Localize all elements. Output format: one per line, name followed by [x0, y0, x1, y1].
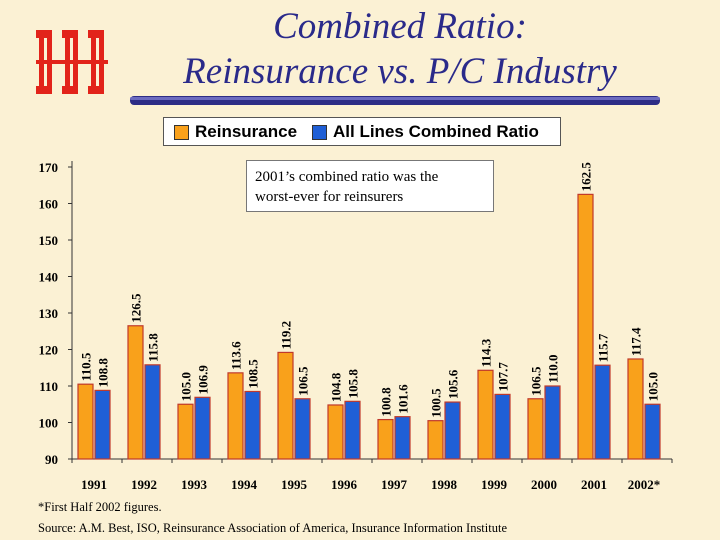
data-label-reinsurance: 100.5 — [429, 388, 444, 418]
data-label-all-lines: 108.5 — [246, 359, 261, 389]
data-label-reinsurance: 105.0 — [179, 372, 194, 401]
bar-reinsurance — [127, 325, 144, 460]
legend-swatch-reinsurance — [174, 124, 189, 140]
data-label-all-lines: 106.5 — [296, 366, 311, 396]
bar-reinsurance — [377, 418, 394, 460]
legend-item-reinsurance: Reinsurance — [174, 122, 297, 142]
annotation-line-2: worst-ever for reinsurers — [255, 189, 404, 205]
bar-all-lines — [144, 364, 161, 460]
data-label-all-lines: 105.6 — [446, 369, 461, 399]
data-label-reinsurance: 117.4 — [629, 327, 644, 356]
bar-all-lines — [444, 401, 461, 460]
y-tick-label: 150 — [39, 233, 59, 248]
data-label-all-lines: 105.8 — [346, 369, 361, 399]
x-tick-label: 2002* — [628, 477, 661, 492]
iii-logo — [36, 30, 108, 94]
bar-all-lines — [394, 416, 411, 460]
x-tick-label: 1999 — [481, 477, 508, 492]
title-line-2: Reinsurance vs. P/C Industry — [183, 51, 617, 92]
y-tick-label: 170 — [39, 160, 59, 175]
bar-reinsurance — [77, 383, 94, 460]
x-tick-label: 1995 — [281, 477, 308, 492]
data-label-reinsurance: 114.3 — [479, 338, 494, 367]
title-underline-highlight — [130, 97, 660, 100]
chart-annotation: 2001’s combined ratio was the worst-ever… — [246, 160, 494, 212]
chart-legend: Reinsurance All Lines Combined Ratio — [163, 117, 561, 146]
y-tick-label: 90 — [45, 452, 58, 467]
bar-reinsurance — [277, 351, 294, 460]
bar-reinsurance — [477, 369, 494, 460]
bar-all-lines — [544, 385, 561, 460]
data-label-reinsurance: 119.2 — [279, 321, 294, 350]
bar-reinsurance — [427, 420, 444, 460]
y-tick-label: 160 — [39, 197, 59, 212]
x-tick-label: 1992 — [131, 477, 157, 492]
bar-reinsurance — [627, 358, 644, 460]
bar-reinsurance — [177, 403, 194, 460]
bar-all-lines — [194, 396, 211, 460]
title-line-1: Combined Ratio: — [273, 6, 527, 47]
data-label-reinsurance: 110.5 — [79, 352, 94, 381]
data-label-all-lines: 107.7 — [496, 362, 511, 392]
bar-all-lines — [94, 389, 111, 460]
footnote: *First Half 2002 figures. — [38, 500, 162, 514]
x-tick-label: 1997 — [381, 477, 408, 492]
title-underline — [130, 96, 660, 105]
data-label-reinsurance: 113.6 — [229, 341, 244, 370]
slide-title: Combined Ratio: Reinsurance vs. P/C Indu… — [120, 4, 680, 94]
bar-reinsurance — [577, 193, 594, 460]
bar-all-lines — [244, 390, 261, 460]
x-tick-label: 1998 — [431, 477, 458, 492]
bar-reinsurance — [327, 404, 344, 460]
data-label-all-lines: 115.8 — [146, 333, 161, 362]
y-tick-label: 120 — [39, 343, 59, 358]
data-label-all-lines: 115.7 — [596, 333, 611, 362]
bar-all-lines — [294, 398, 311, 460]
source-note: Source: A.M. Best, ISO, Reinsurance Asso… — [38, 521, 507, 535]
x-tick-label: 1994 — [231, 477, 258, 492]
bar-all-lines — [594, 364, 611, 460]
data-label-reinsurance: 106.5 — [529, 366, 544, 396]
data-label-all-lines: 106.9 — [196, 365, 211, 395]
y-tick-label: 100 — [39, 416, 59, 431]
bar-all-lines — [494, 393, 511, 460]
data-label-reinsurance: 162.5 — [579, 162, 594, 192]
y-tick-label: 140 — [39, 270, 59, 285]
data-label-all-lines: 101.6 — [396, 384, 411, 414]
data-label-reinsurance: 100.8 — [379, 387, 394, 417]
data-label-all-lines: 105.0 — [646, 372, 661, 401]
x-tick-label: 1991 — [81, 477, 107, 492]
data-label-reinsurance: 104.8 — [329, 372, 344, 402]
data-label-all-lines: 110.0 — [546, 354, 561, 383]
x-tick-label: 2000 — [531, 477, 557, 492]
data-label-all-lines: 108.8 — [96, 358, 111, 388]
x-tick-label: 1996 — [331, 477, 358, 492]
legend-item-all-lines: All Lines Combined Ratio — [312, 122, 539, 142]
bar-all-lines — [344, 400, 361, 460]
bar-all-lines — [644, 403, 661, 460]
bar-reinsurance — [227, 372, 244, 460]
y-tick-label: 110 — [39, 379, 58, 394]
y-tick-label: 130 — [39, 306, 59, 321]
data-label-reinsurance: 126.5 — [129, 293, 144, 323]
bar-reinsurance — [527, 398, 544, 460]
x-tick-label: 2001 — [581, 477, 607, 492]
annotation-line-1: 2001’s combined ratio was the — [255, 169, 439, 185]
x-tick-label: 1993 — [181, 477, 208, 492]
legend-label-all-lines: All Lines Combined Ratio — [333, 122, 539, 141]
legend-label-reinsurance: Reinsurance — [195, 122, 298, 141]
legend-swatch-all-lines — [312, 124, 327, 140]
